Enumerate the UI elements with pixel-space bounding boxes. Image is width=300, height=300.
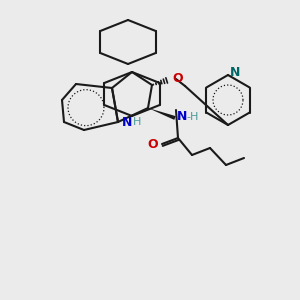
Text: N: N [122,116,132,128]
Polygon shape [148,108,176,120]
Text: O: O [172,71,183,85]
Text: N: N [177,110,188,124]
Text: H: H [133,117,141,127]
Text: O: O [148,137,158,151]
Text: N: N [230,67,240,80]
Text: -H: -H [186,112,198,122]
